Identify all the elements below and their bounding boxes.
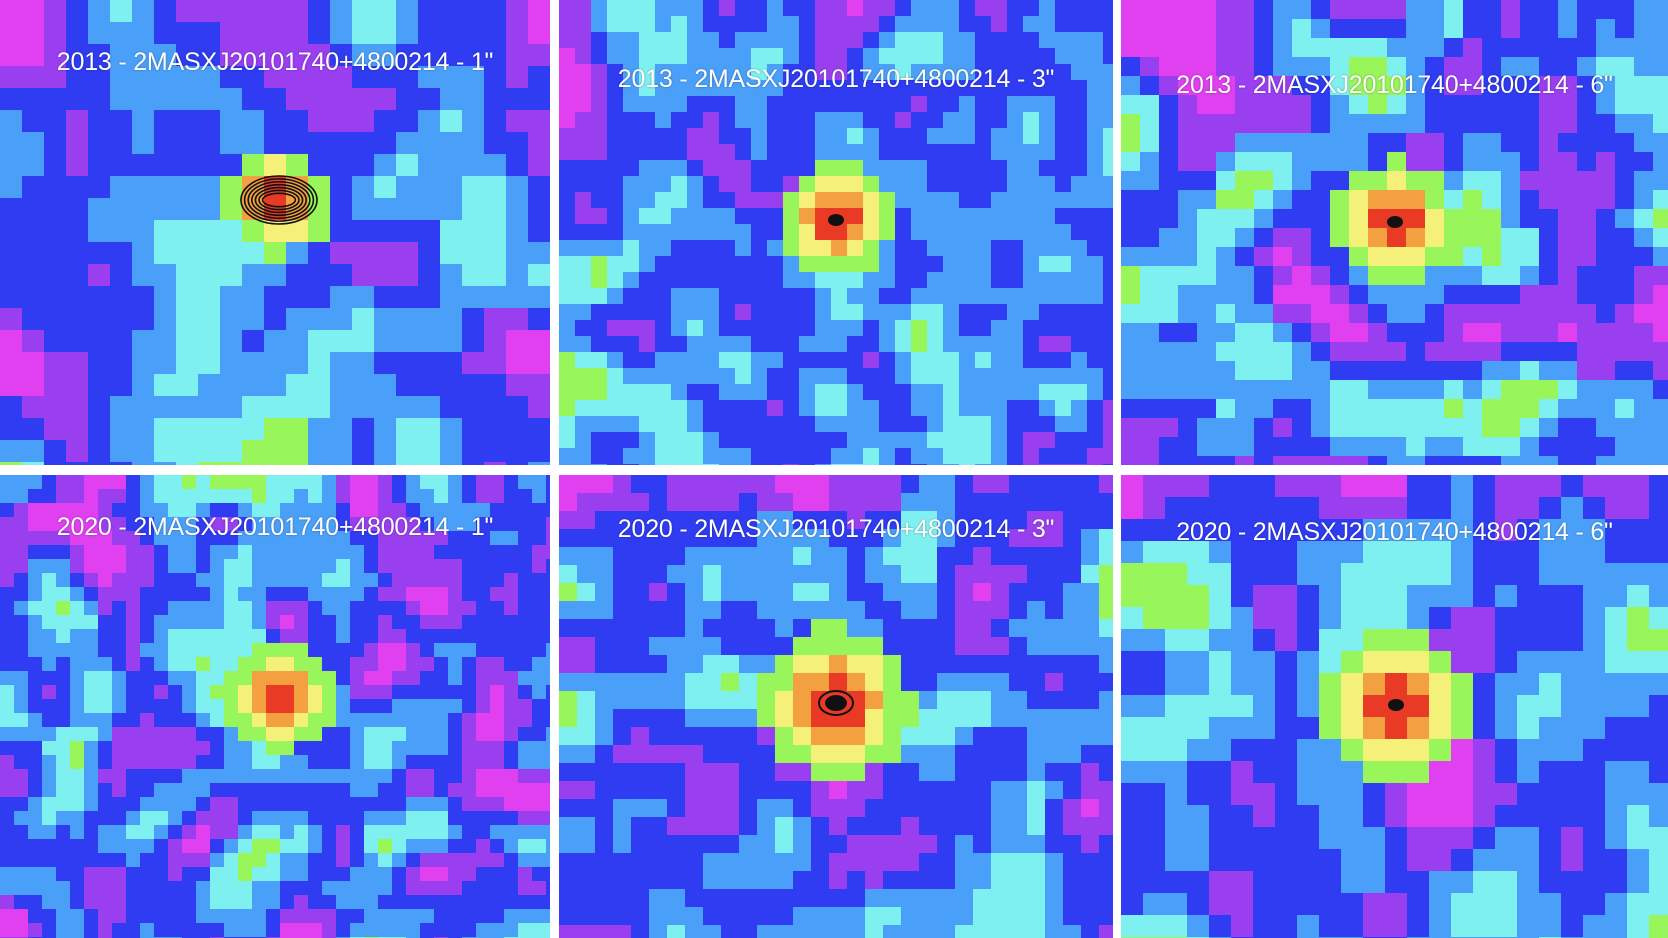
panel-label: 2013 - 2MASXJ20101740+4800214 - 6" <box>1176 71 1613 99</box>
radio-map-2020-6arcsec: 2020 - 2MASXJ20101740+4800214 - 6" <box>1121 475 1668 938</box>
noise-background <box>559 0 1113 465</box>
contour-lines <box>240 175 318 225</box>
intensity-map <box>0 0 550 465</box>
contour-core <box>1387 216 1403 228</box>
contour-core <box>825 695 847 711</box>
intensity-map <box>1121 475 1668 938</box>
radio-map-2020-1arcsec: 2020 - 2MASXJ20101740+4800214 - 1" <box>0 475 550 938</box>
radio-map-2013-3arcsec: 2013 - 2MASXJ20101740+4800214 - 3" <box>559 0 1113 465</box>
noise-background <box>1121 0 1668 465</box>
noise-background <box>1121 475 1668 938</box>
panel-label: 2013 - 2MASXJ20101740+4800214 - 3" <box>617 65 1055 93</box>
noise-background <box>0 475 550 938</box>
radio-map-2013-1arcsec: 2013 - 2MASXJ20101740+4800214 - 1" <box>0 0 550 465</box>
radio-map-2013-6arcsec: 2013 - 2MASXJ20101740+4800214 - 6" <box>1121 0 1668 465</box>
noise-background <box>0 0 550 465</box>
contour-core <box>828 214 844 226</box>
intensity-map <box>559 475 1113 938</box>
radio-map-2020-3arcsec: 2020 - 2MASXJ20101740+4800214 - 3" <box>559 475 1113 938</box>
contour-ring <box>818 690 854 716</box>
intensity-map <box>1121 0 1668 465</box>
panel-label: 2020 - 2MASXJ20101740+4800214 - 6" <box>1176 518 1613 546</box>
panel-label: 2020 - 2MASXJ20101740+4800214 - 3" <box>617 515 1055 543</box>
intensity-map <box>559 0 1113 465</box>
intensity-map <box>0 475 550 938</box>
noise-background <box>559 475 1113 938</box>
panel-label: 2013 - 2MASXJ20101740+4800214 - 1" <box>56 48 494 76</box>
contour-core <box>1388 699 1404 711</box>
panel-label: 2020 - 2MASXJ20101740+4800214 - 1" <box>56 513 494 541</box>
